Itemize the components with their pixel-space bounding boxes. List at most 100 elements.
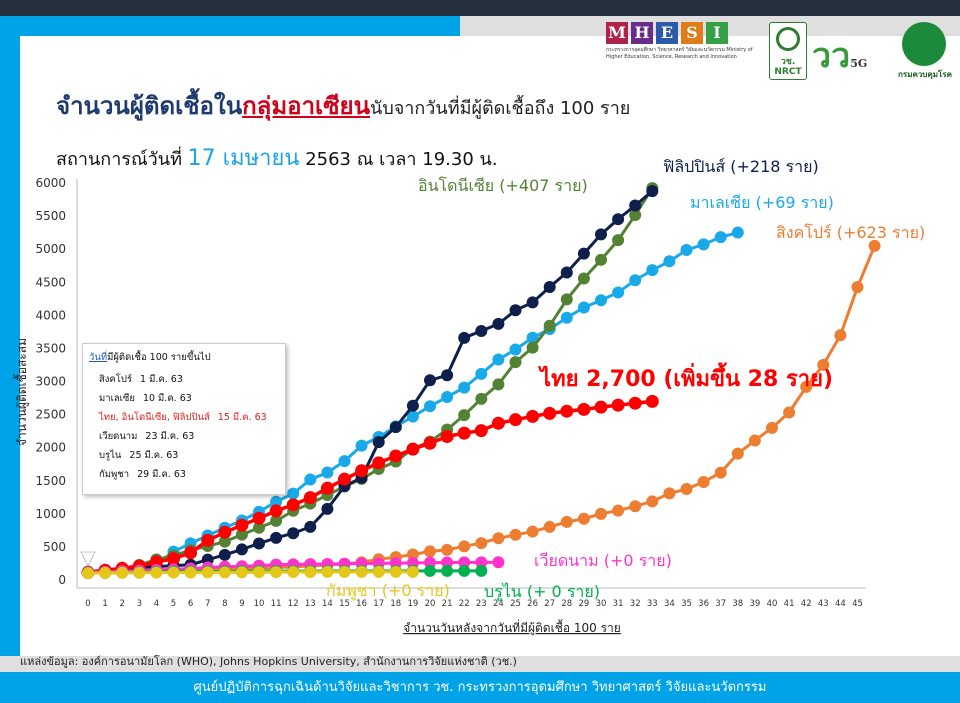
data-point	[235, 566, 248, 579]
data-point	[270, 514, 283, 527]
x-tick-label: 2	[119, 599, 124, 609]
data-point	[509, 413, 522, 427]
data-point	[184, 546, 198, 560]
data-point	[629, 209, 642, 222]
subtitle-suffix: 2563 ณ เวลา 19.30 น.	[299, 149, 498, 170]
data-point	[423, 436, 437, 450]
data-point	[304, 473, 317, 486]
info-box: วันที่มีผู้ติดเชื้อ 100 รายขึ้นไป สิงคโป…	[82, 343, 286, 495]
subtitle-date: 17 เมษายน	[187, 146, 300, 171]
series-label: ไทย 2,700 (เพิ่มขึ้น 28 ราย)	[538, 362, 833, 392]
y-tick-label: 0	[58, 573, 66, 587]
data-point	[595, 228, 607, 241]
data-point	[133, 566, 146, 579]
x-tick-label: 1	[102, 599, 107, 609]
y-tick-label: 2000	[35, 441, 66, 455]
y-tick-label: 6000	[35, 176, 66, 190]
data-point	[82, 567, 94, 580]
data-point	[235, 518, 249, 532]
info-row-name: บรูไน	[99, 450, 122, 461]
x-tick-label: 8	[222, 599, 227, 609]
data-point	[475, 564, 488, 577]
info-row-date: 29 มี.ค. 63	[137, 469, 186, 480]
nrct-seal-icon	[776, 27, 800, 51]
data-point	[475, 367, 488, 380]
data-point	[543, 319, 556, 332]
x-tick-label: 39	[749, 599, 760, 609]
data-point	[389, 565, 402, 578]
data-point	[355, 439, 368, 452]
x-axis-label: จำนวนวันหลังจากวันที่มีผู้ติดเชื้อ 100 ร…	[403, 619, 621, 636]
y-tick-label: 2500	[35, 408, 66, 422]
mhesi-subtitle: กระทรวงการอุดมศึกษา วิทยาศาสตร์ วิจัยและ…	[606, 47, 753, 60]
data-point	[612, 213, 625, 226]
x-tick-label: 43	[818, 599, 829, 609]
data-point	[475, 537, 488, 550]
data-point	[355, 565, 368, 578]
data-point	[424, 564, 436, 577]
x-tick-label: 34	[664, 599, 675, 609]
data-point	[218, 566, 231, 579]
data-point	[458, 564, 471, 577]
x-tick-label: 20	[425, 599, 436, 609]
data-point	[492, 532, 505, 545]
data-point	[389, 421, 402, 434]
data-point	[167, 566, 180, 579]
data-point	[680, 483, 693, 496]
data-point	[99, 566, 112, 579]
data-point	[406, 565, 419, 578]
info-row-date: 15 มี.ค. 63	[217, 412, 267, 423]
data-point	[269, 504, 283, 518]
y-tick-label: 500	[43, 540, 66, 554]
x-tick-label: 14	[322, 599, 333, 609]
data-point	[372, 456, 386, 470]
info-heading-underlined: วันที่	[89, 352, 108, 363]
data-point	[526, 331, 539, 344]
data-point	[526, 525, 539, 538]
data-point	[457, 426, 471, 440]
data-point	[560, 515, 573, 528]
data-point	[320, 481, 334, 495]
data-point	[235, 528, 248, 541]
data-point	[783, 406, 796, 419]
data-point	[714, 231, 727, 244]
x-tick-label: 21	[442, 599, 453, 609]
data-point	[218, 525, 232, 539]
data-point	[834, 329, 847, 342]
y-tick-label: 1500	[35, 474, 66, 488]
x-tick-label: 13	[305, 599, 316, 609]
data-point	[492, 556, 505, 569]
data-point	[560, 311, 573, 324]
x-tick-label: 22	[459, 599, 470, 609]
x-tick-label: 0	[85, 599, 90, 609]
info-row-name: มาเลเซีย	[99, 393, 135, 404]
mhesi-letter: S	[681, 22, 703, 44]
data-point	[697, 476, 710, 489]
data-point	[560, 404, 574, 418]
info-heading: วันที่มีผู้ติดเชื้อ 100 รายขึ้นไป	[89, 350, 211, 365]
data-point	[406, 410, 419, 423]
info-row: ไทย, อินโดนีเซีย, ฟิลิปปินส์ 15 มี.ค. 63	[99, 410, 267, 425]
data-point	[509, 528, 522, 541]
y-tick-label: 5500	[35, 209, 66, 223]
data-point	[526, 409, 540, 423]
data-point	[646, 495, 659, 508]
data-point	[338, 472, 351, 486]
chart-subtitle: สถานการณ์วันที่ 17 เมษายน 2563 ณ เวลา 19…	[56, 140, 498, 175]
x-tick-label: 45	[852, 599, 863, 609]
data-point	[577, 247, 590, 260]
x-tick-label: 36	[698, 599, 709, 609]
data-point	[612, 286, 625, 299]
data-point	[594, 400, 608, 414]
data-point	[663, 255, 676, 268]
footer-bar: ศูนย์ปฏิบัติการฉุกเฉินด้านวิจัยและวิชากา…	[0, 672, 960, 703]
data-point	[577, 402, 591, 416]
x-tick-label: 27	[544, 599, 555, 609]
data-point	[492, 378, 505, 391]
data-point	[577, 301, 590, 314]
data-point	[440, 429, 454, 443]
info-row-date: 1 มี.ค. 63	[140, 374, 183, 385]
data-point	[252, 511, 266, 525]
v5g-main: วว	[812, 36, 851, 76]
y-tick-label: 3000	[35, 375, 66, 389]
